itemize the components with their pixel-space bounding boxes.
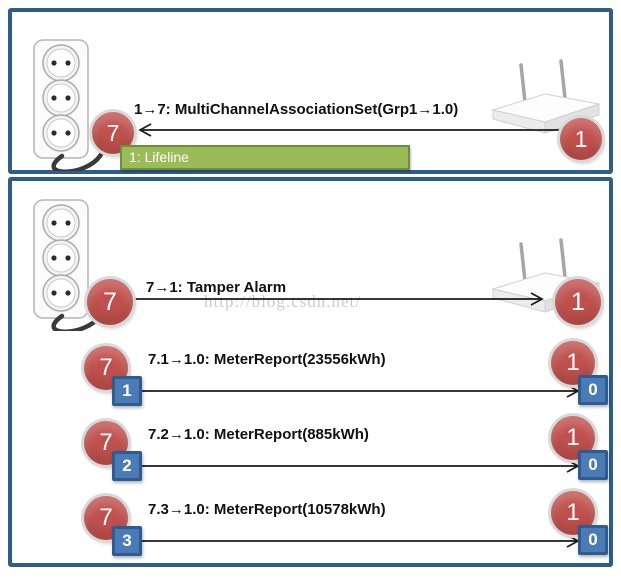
router-icon	[491, 59, 600, 134]
association-message-label: 1→7: MultiChannelAssociationSet(Grp1→1.0…	[134, 101, 459, 118]
endpoint-badge-source: 3	[112, 526, 142, 556]
meter-arrow	[140, 384, 580, 398]
endpoint-badge-source: 2	[112, 451, 142, 481]
watermark-text: http://blog.csdn.net/	[204, 292, 361, 311]
socket-icon	[42, 204, 80, 312]
power-strip-icon	[33, 39, 127, 171]
node-badge-strip: 7	[87, 279, 133, 325]
meter-message-label: 7.1→1.0: MeterReport(23556kWh)	[148, 351, 386, 368]
lifeline-group-bar: 1: Lifeline	[120, 145, 410, 170]
association-arrow	[138, 123, 602, 137]
endpoint-badge-source: 1	[112, 376, 142, 406]
node-badge-controller: 1	[560, 118, 602, 160]
meter-arrow	[140, 534, 580, 548]
meter-message-label: 7.2→1.0: MeterReport(885kWh)	[148, 426, 369, 443]
arrowhead-left-icon	[138, 123, 152, 137]
socket-icon	[42, 44, 80, 152]
arrowhead-right-icon	[530, 292, 544, 306]
endpoint-badge-target: 0	[578, 525, 608, 555]
meter-arrow	[140, 459, 580, 473]
endpoint-badge-target: 0	[578, 450, 608, 480]
node-badge-controller: 1	[555, 279, 601, 325]
meter-message-label: 7.3→1.0: MeterReport(10578kWh)	[148, 501, 386, 518]
tamper-message-label: 7→1: Tamper Alarm	[146, 279, 287, 296]
power-strip-icon	[33, 199, 127, 331]
endpoint-badge-target: 0	[578, 375, 608, 405]
node-badge-controller: 1	[551, 491, 595, 535]
tamper-arrow	[128, 292, 544, 306]
